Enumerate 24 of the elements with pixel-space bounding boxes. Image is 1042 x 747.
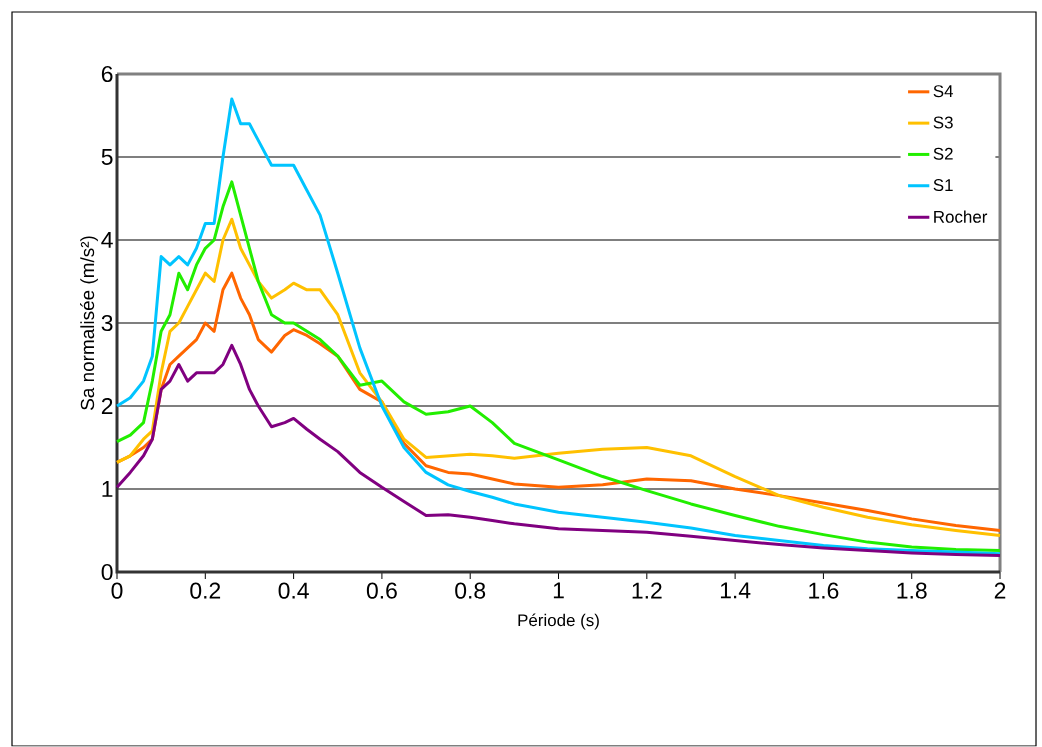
- x-tick-label: 1.2: [632, 582, 662, 599]
- y-tick-label: 1: [102, 481, 113, 498]
- y-tick-label: 0: [101, 564, 113, 581]
- x-tick-label: 1.8: [897, 582, 927, 599]
- y-tick-label: 5: [101, 149, 113, 166]
- x-tick-label: 1: [553, 582, 564, 599]
- legend-label: S1: [933, 179, 953, 192]
- y-tick-label: 4: [101, 232, 113, 249]
- x-tick-label: 2: [994, 582, 1006, 599]
- x-tick-label: 1.4: [720, 582, 751, 599]
- x-tick-label: 0.8: [455, 582, 486, 599]
- y-tick-label: 2: [101, 398, 113, 415]
- x-tick-label: 0.6: [366, 582, 397, 599]
- legend-label: Rocher: [934, 210, 988, 224]
- x-axis-title: Période (s): [518, 613, 599, 630]
- x-tick-label: 1.6: [809, 582, 839, 599]
- x-tick-label: 0.4: [278, 582, 309, 599]
- y-tick-label: 6: [101, 66, 113, 83]
- y-axis-title: Sa normalisée (m/s²): [80, 236, 98, 411]
- x-tick-label: 0.2: [190, 582, 221, 599]
- y-tick-label: 3: [101, 315, 113, 332]
- legend-label: S4: [933, 85, 954, 98]
- legend-label: S3: [933, 116, 953, 129]
- legend-label: S2: [933, 147, 953, 160]
